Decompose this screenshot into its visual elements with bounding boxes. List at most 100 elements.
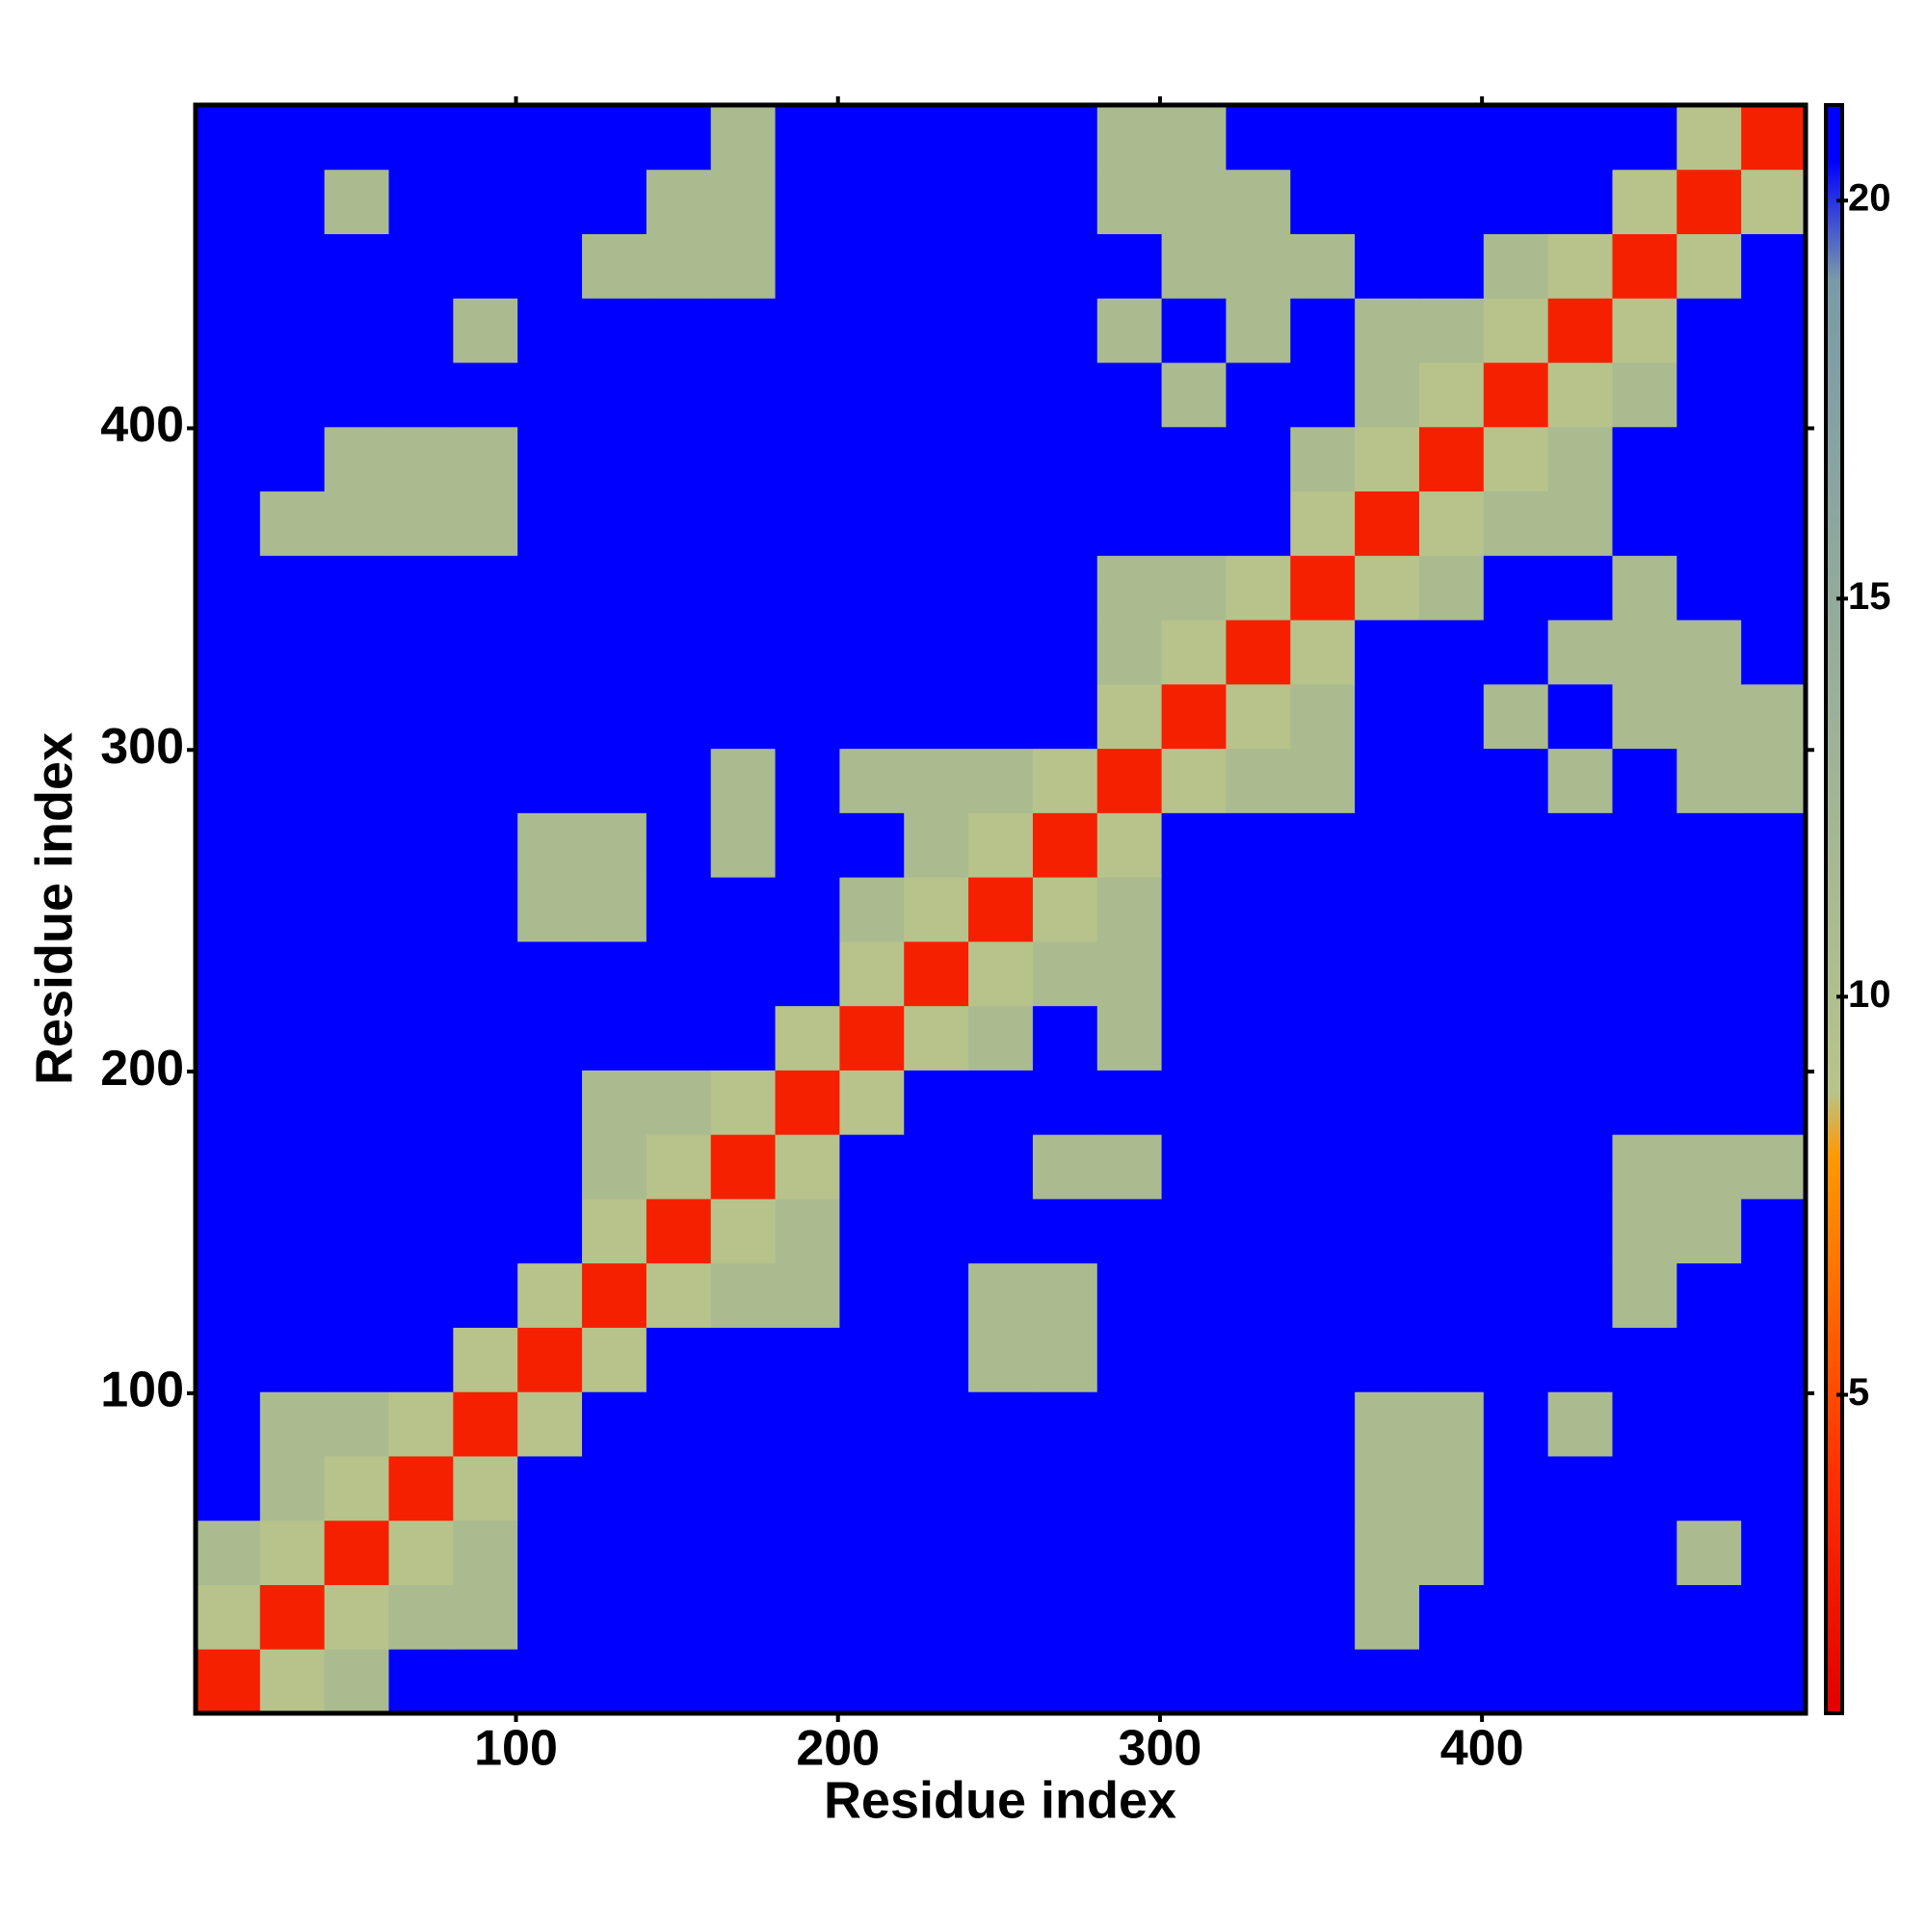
heatmap-cell xyxy=(388,620,454,685)
heatmap-cell xyxy=(646,620,712,685)
y-axis-title: Residue index xyxy=(25,732,83,1085)
heatmap-cell xyxy=(453,748,518,813)
heatmap-cell xyxy=(904,940,969,1007)
heatmap-cell xyxy=(1161,1327,1227,1392)
heatmap-cell xyxy=(646,1070,712,1135)
heatmap-cell xyxy=(453,1391,518,1457)
heatmap-cell xyxy=(775,426,840,492)
heatmap-cell xyxy=(196,1327,261,1392)
heatmap-cell xyxy=(646,1198,712,1264)
heatmap-cell xyxy=(388,555,454,621)
heatmap-cell xyxy=(968,169,1034,235)
heatmap-cell xyxy=(1161,169,1227,235)
heatmap-cell xyxy=(517,1520,583,1585)
heatmap-cell xyxy=(1418,1134,1485,1200)
heatmap-cell xyxy=(1032,555,1098,621)
heatmap-cell xyxy=(582,620,647,685)
heatmap-cell xyxy=(1612,1327,1677,1392)
heatmap-cell xyxy=(1741,940,1807,1007)
heatmap-cell xyxy=(1612,1584,1677,1650)
heatmap-cell xyxy=(1741,233,1807,299)
heatmap-cell xyxy=(1483,1262,1549,1328)
heatmap-cell xyxy=(259,1520,326,1585)
heatmap-cell xyxy=(1547,1455,1613,1522)
heatmap-cell xyxy=(1612,105,1677,171)
heatmap-cell xyxy=(1547,1327,1613,1392)
heatmap-cell xyxy=(1290,1134,1356,1200)
heatmap-cell xyxy=(1676,1391,1742,1457)
heatmap-cell xyxy=(1032,105,1098,171)
heatmap-cell xyxy=(1226,555,1291,621)
heatmap-cell xyxy=(453,1005,518,1071)
heatmap-cell xyxy=(1032,1584,1098,1650)
heatmap-cell xyxy=(1547,362,1613,428)
heatmap-cell xyxy=(453,1134,518,1200)
heatmap-cell xyxy=(968,362,1034,428)
heatmap-cell xyxy=(1226,1134,1291,1200)
heatmap-cell xyxy=(710,940,777,1007)
heatmap-cell xyxy=(388,426,454,492)
heatmap-cell xyxy=(1612,490,1677,556)
heatmap-cell xyxy=(1676,1584,1742,1650)
heatmap-cell xyxy=(1096,812,1163,878)
heatmap-cell xyxy=(582,1520,647,1585)
heatmap-cell xyxy=(1676,748,1742,813)
heatmap-cell xyxy=(196,490,261,556)
heatmap-cell xyxy=(517,1391,583,1457)
heatmap-cell xyxy=(1226,1455,1291,1522)
heatmap-cell xyxy=(453,1070,518,1135)
heatmap-cell xyxy=(1547,683,1613,750)
heatmap-cell xyxy=(1741,1455,1807,1522)
heatmap-cell xyxy=(517,362,583,428)
heatmap-cell xyxy=(968,1262,1034,1328)
heatmap-cell xyxy=(453,105,518,171)
heatmap-cell xyxy=(646,1134,712,1200)
heatmap-cell xyxy=(646,362,712,428)
heatmap-cell xyxy=(1483,1070,1549,1135)
heatmap-cell xyxy=(839,233,905,299)
heatmap-cell xyxy=(1418,1455,1485,1522)
heatmap-cell xyxy=(1226,105,1291,171)
heatmap-cell xyxy=(196,1455,261,1522)
heatmap-cell xyxy=(1355,1005,1420,1071)
heatmap-cell xyxy=(1547,1584,1613,1650)
heatmap-cell xyxy=(453,1198,518,1264)
heatmap-cell xyxy=(1418,105,1485,171)
y-tick-label: 300 xyxy=(100,719,184,775)
heatmap-cell xyxy=(517,169,583,235)
heatmap-cell xyxy=(1676,877,1742,942)
heatmap-cell xyxy=(1032,940,1098,1007)
heatmap-cell xyxy=(839,620,905,685)
heatmap-cell xyxy=(196,1649,261,1714)
heatmap-cell xyxy=(1418,940,1485,1007)
heatmap-cell xyxy=(1290,490,1356,556)
heatmap-cell xyxy=(1096,748,1163,813)
heatmap-cell xyxy=(1355,683,1420,750)
y-tick-label: 100 xyxy=(100,1363,184,1418)
heatmap-cell xyxy=(710,1649,777,1714)
heatmap-cell xyxy=(1612,426,1677,492)
heatmap-cell xyxy=(1226,1005,1291,1071)
heatmap-cell xyxy=(1290,1391,1356,1457)
heatmap-cell xyxy=(646,1327,712,1392)
heatmap-cell xyxy=(1355,620,1420,685)
heatmap-cell xyxy=(259,426,326,492)
heatmap-cell xyxy=(582,1005,647,1071)
heatmap-cell xyxy=(1547,1520,1613,1585)
heatmap-cell xyxy=(196,812,261,878)
heatmap-cell xyxy=(324,1584,390,1650)
heatmap-cell xyxy=(196,1391,261,1457)
heatmap-cell xyxy=(1226,1327,1291,1392)
heatmap-cell xyxy=(1483,812,1549,878)
heatmap-cell xyxy=(904,1070,969,1135)
heatmap-cell xyxy=(968,812,1034,878)
heatmap-cell xyxy=(646,298,712,363)
heatmap-cell xyxy=(196,1520,261,1585)
plot-frame xyxy=(193,102,1808,1716)
heatmap-cell xyxy=(646,683,712,750)
heatmap-cell xyxy=(1483,1584,1549,1650)
heatmap-cell xyxy=(196,233,261,299)
heatmap-cell xyxy=(1483,490,1549,556)
heatmap-cell xyxy=(453,1520,518,1585)
heatmap-cell xyxy=(1226,940,1291,1007)
